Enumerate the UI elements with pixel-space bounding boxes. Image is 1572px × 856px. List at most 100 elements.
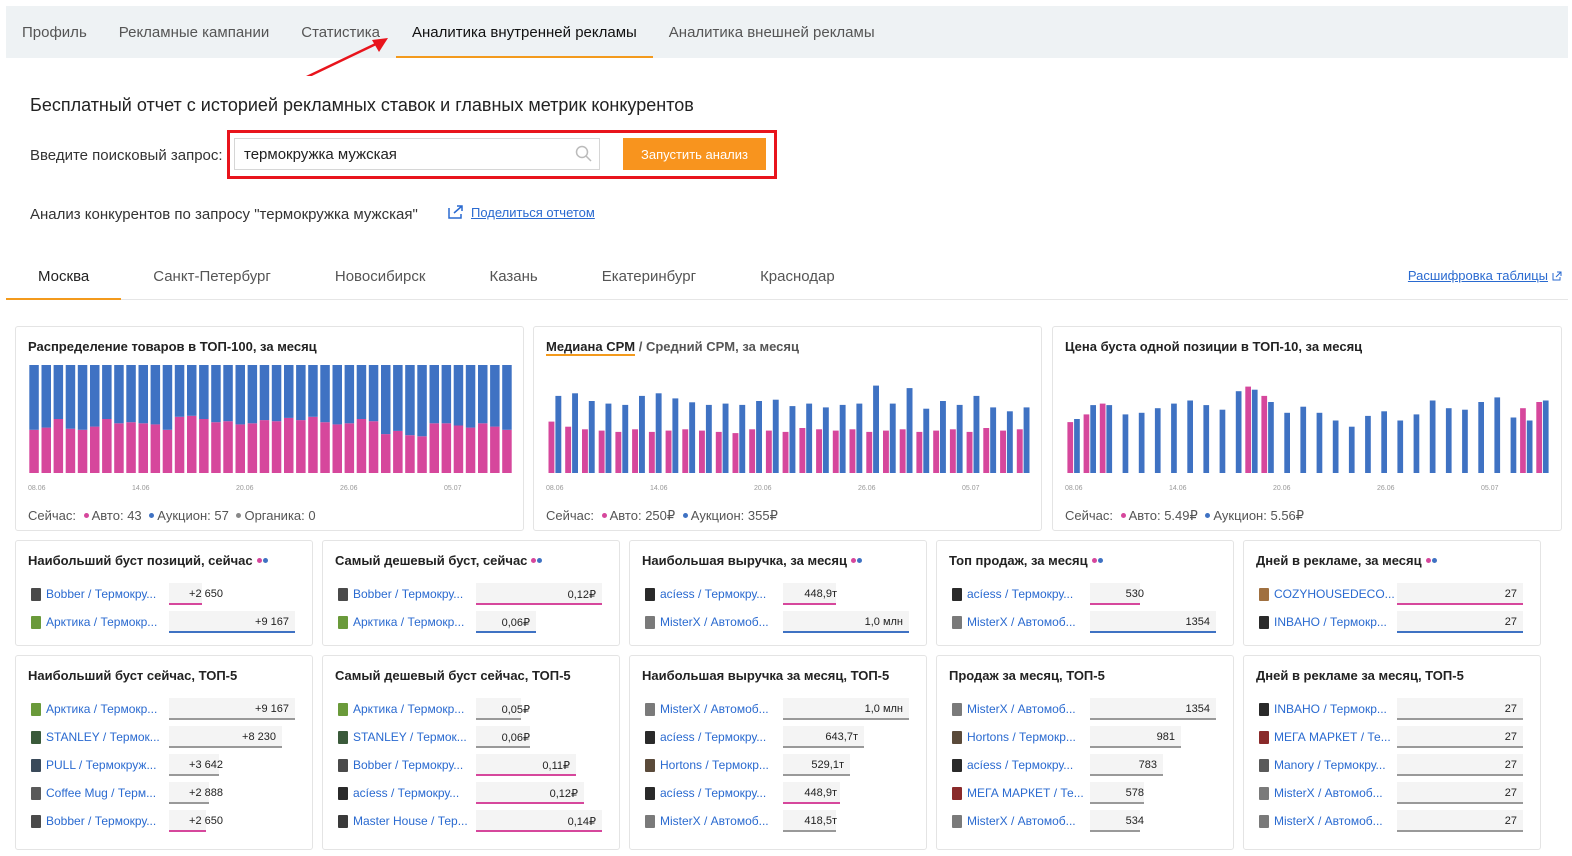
product-link[interactable]: Арктика / Термокр... bbox=[46, 615, 158, 629]
product-link[interactable]: STANLEY / Термок... bbox=[353, 730, 467, 744]
metric-row[interactable]: MisterX / Автомоб... 27 bbox=[1256, 782, 1536, 806]
share-icon[interactable] bbox=[447, 204, 465, 220]
product-link[interactable]: Bobber / Термокру... bbox=[353, 758, 464, 772]
city-tab-ekaterinburg[interactable]: Екатеринбург bbox=[601, 268, 697, 285]
product-thumbnail[interactable] bbox=[645, 588, 655, 601]
product-link[interactable]: MisterX / Автомоб... bbox=[967, 615, 1076, 629]
product-link[interactable]: INBAHO / Термокр... bbox=[1274, 615, 1387, 629]
product-thumbnail[interactable] bbox=[952, 731, 962, 744]
metric-row[interactable]: acíess / Термокру... 530 bbox=[949, 583, 1229, 607]
table-decode-link[interactable]: Расшифровка таблицы bbox=[1408, 268, 1562, 283]
city-tab-krasnodar[interactable]: Краснодар bbox=[760, 268, 835, 285]
product-link[interactable]: Coffee Mug / Терм... bbox=[46, 786, 157, 800]
product-thumbnail[interactable] bbox=[31, 703, 41, 716]
metric-row[interactable]: COZYHOUSEDECO... 27 bbox=[1256, 583, 1536, 607]
product-thumbnail[interactable] bbox=[31, 731, 41, 744]
product-link[interactable]: MisterX / Автомоб... bbox=[660, 615, 769, 629]
metric-row[interactable]: acíess / Термокру... 783 bbox=[949, 754, 1229, 778]
metric-row[interactable]: Hortons / Термокр... 529,1т bbox=[642, 754, 922, 778]
product-thumbnail[interactable] bbox=[952, 703, 962, 716]
product-link[interactable]: acíess / Термокру... bbox=[660, 786, 767, 800]
metric-row[interactable]: Hortons / Термокр... 981 bbox=[949, 726, 1229, 750]
tab-ad-campaigns[interactable]: Рекламные кампании bbox=[118, 23, 270, 41]
product-thumbnail[interactable] bbox=[952, 588, 962, 601]
product-link[interactable]: MisterX / Автомоб... bbox=[1274, 814, 1383, 828]
product-thumbnail[interactable] bbox=[31, 759, 41, 772]
product-thumbnail[interactable] bbox=[952, 787, 962, 800]
product-thumbnail[interactable] bbox=[952, 616, 962, 629]
product-thumbnail[interactable] bbox=[952, 815, 962, 828]
product-thumbnail[interactable] bbox=[645, 731, 655, 744]
metric-row[interactable]: Арктика / Термокр... 0,05₽ bbox=[335, 698, 615, 722]
metric-row[interactable]: Master House / Тер... 0,14₽ bbox=[335, 810, 615, 834]
metric-row[interactable]: acíess / Термокру... 448,9т bbox=[642, 583, 922, 607]
metric-row[interactable]: Manory / Термокру... 27 bbox=[1256, 754, 1536, 778]
city-tab-novosibirsk[interactable]: Новосибирск bbox=[334, 268, 426, 285]
metric-row[interactable]: Арктика / Термокр... 0,06₽ bbox=[335, 611, 615, 635]
metric-row[interactable]: acíess / Термокру... 643,7т bbox=[642, 726, 922, 750]
product-link[interactable]: Арктика / Термокр... bbox=[46, 702, 158, 716]
metric-row[interactable]: MisterX / Автомоб... 1,0 млн bbox=[642, 611, 922, 635]
product-thumbnail[interactable] bbox=[645, 616, 655, 629]
product-link[interactable]: Hortons / Термокр... bbox=[660, 758, 769, 772]
product-thumbnail[interactable] bbox=[1259, 815, 1269, 828]
metric-row[interactable]: PULL / Термокруж... +3 642 bbox=[28, 754, 308, 778]
tab-internal-ad-analytics[interactable]: Аналитика внутренней рекламы bbox=[396, 6, 653, 58]
share-report-link[interactable]: Поделиться отчетом bbox=[471, 204, 595, 220]
metric-row[interactable]: MisterX / Автомоб... 1354 bbox=[949, 698, 1229, 722]
product-link[interactable]: MisterX / Автомоб... bbox=[967, 702, 1076, 716]
table-decode-label[interactable]: Расшифровка таблицы bbox=[1407, 268, 1548, 283]
metric-row[interactable]: Арктика / Термокр... +9 167 bbox=[28, 698, 308, 722]
product-link[interactable]: MisterX / Автомоб... bbox=[967, 814, 1076, 828]
product-thumbnail[interactable] bbox=[1259, 759, 1269, 772]
metric-row[interactable]: Bobber / Термокру... +2 650 bbox=[28, 810, 308, 834]
metric-row[interactable]: INBAHO / Термокр... 27 bbox=[1256, 611, 1536, 635]
product-link[interactable]: Bobber / Термокру... bbox=[353, 587, 464, 601]
tab-profile[interactable]: Профиль bbox=[22, 23, 87, 41]
metric-row[interactable]: Coffee Mug / Терм... +2 888 bbox=[28, 782, 308, 806]
product-thumbnail[interactable] bbox=[1259, 616, 1269, 629]
metric-row[interactable]: МЕГА МАРКЕТ / Те... 27 bbox=[1256, 726, 1536, 750]
product-thumbnail[interactable] bbox=[338, 759, 348, 772]
product-thumbnail[interactable] bbox=[338, 815, 348, 828]
metric-row[interactable]: MisterX / Автомоб... 27 bbox=[1256, 810, 1536, 834]
tab-external-ad-analytics[interactable]: Аналитика внешней рекламы bbox=[668, 23, 875, 41]
product-thumbnail[interactable] bbox=[1259, 787, 1269, 800]
product-thumbnail[interactable] bbox=[645, 703, 655, 716]
metric-row[interactable]: МЕГА МАРКЕТ / Те... 578 bbox=[949, 782, 1229, 806]
metric-row[interactable]: Bobber / Термокру... 0,12₽ bbox=[335, 583, 615, 607]
product-thumbnail[interactable] bbox=[338, 787, 348, 800]
metric-row[interactable]: acíess / Термокру... 448,9т bbox=[642, 782, 922, 806]
product-thumbnail[interactable] bbox=[952, 759, 962, 772]
metric-row[interactable]: Bobber / Термокру... +2 650 bbox=[28, 583, 308, 607]
metric-row[interactable]: STANLEY / Термок... 0,06₽ bbox=[335, 726, 615, 750]
metric-row[interactable]: INBAHO / Термокр... 27 bbox=[1256, 698, 1536, 722]
product-thumbnail[interactable] bbox=[645, 815, 655, 828]
product-link[interactable]: МЕГА МАРКЕТ / Те... bbox=[1274, 730, 1391, 744]
product-thumbnail[interactable] bbox=[31, 616, 41, 629]
product-thumbnail[interactable] bbox=[31, 787, 41, 800]
product-link[interactable]: acíess / Термокру... bbox=[660, 587, 767, 601]
share-report[interactable]: Поделиться отчетом bbox=[447, 204, 595, 220]
product-link[interactable]: acíess / Термокру... bbox=[967, 758, 1074, 772]
metric-row[interactable]: MisterX / Автомоб... 1,0 млн bbox=[642, 698, 922, 722]
product-link[interactable]: acíess / Термокру... bbox=[967, 587, 1074, 601]
product-link[interactable]: Manory / Термокру... bbox=[1274, 758, 1386, 772]
metric-row[interactable]: acíess / Термокру... 0,12₽ bbox=[335, 782, 615, 806]
chart-title-primary[interactable]: Медиана CPM bbox=[546, 339, 636, 356]
metric-row[interactable]: MisterX / Автомоб... 534 bbox=[949, 810, 1229, 834]
product-link[interactable]: MisterX / Автомоб... bbox=[660, 814, 769, 828]
product-link[interactable]: Hortons / Термокр... bbox=[967, 730, 1076, 744]
product-link[interactable]: PULL / Термокруж... bbox=[46, 758, 157, 772]
product-thumbnail[interactable] bbox=[1259, 731, 1269, 744]
product-thumbnail[interactable] bbox=[338, 588, 348, 601]
metric-row[interactable]: MisterX / Автомоб... 1354 bbox=[949, 611, 1229, 635]
product-thumbnail[interactable] bbox=[338, 703, 348, 716]
product-link[interactable]: INBAHO / Термокр... bbox=[1274, 702, 1387, 716]
metric-row[interactable]: Bobber / Термокру... 0,11₽ bbox=[335, 754, 615, 778]
product-link[interactable]: Bobber / Термокру... bbox=[46, 587, 157, 601]
product-link[interactable]: STANLEY / Термок... bbox=[46, 730, 160, 744]
product-thumbnail[interactable] bbox=[1259, 588, 1269, 601]
product-link[interactable]: Bobber / Термокру... bbox=[46, 814, 157, 828]
product-link[interactable]: Master House / Тер... bbox=[353, 814, 468, 828]
